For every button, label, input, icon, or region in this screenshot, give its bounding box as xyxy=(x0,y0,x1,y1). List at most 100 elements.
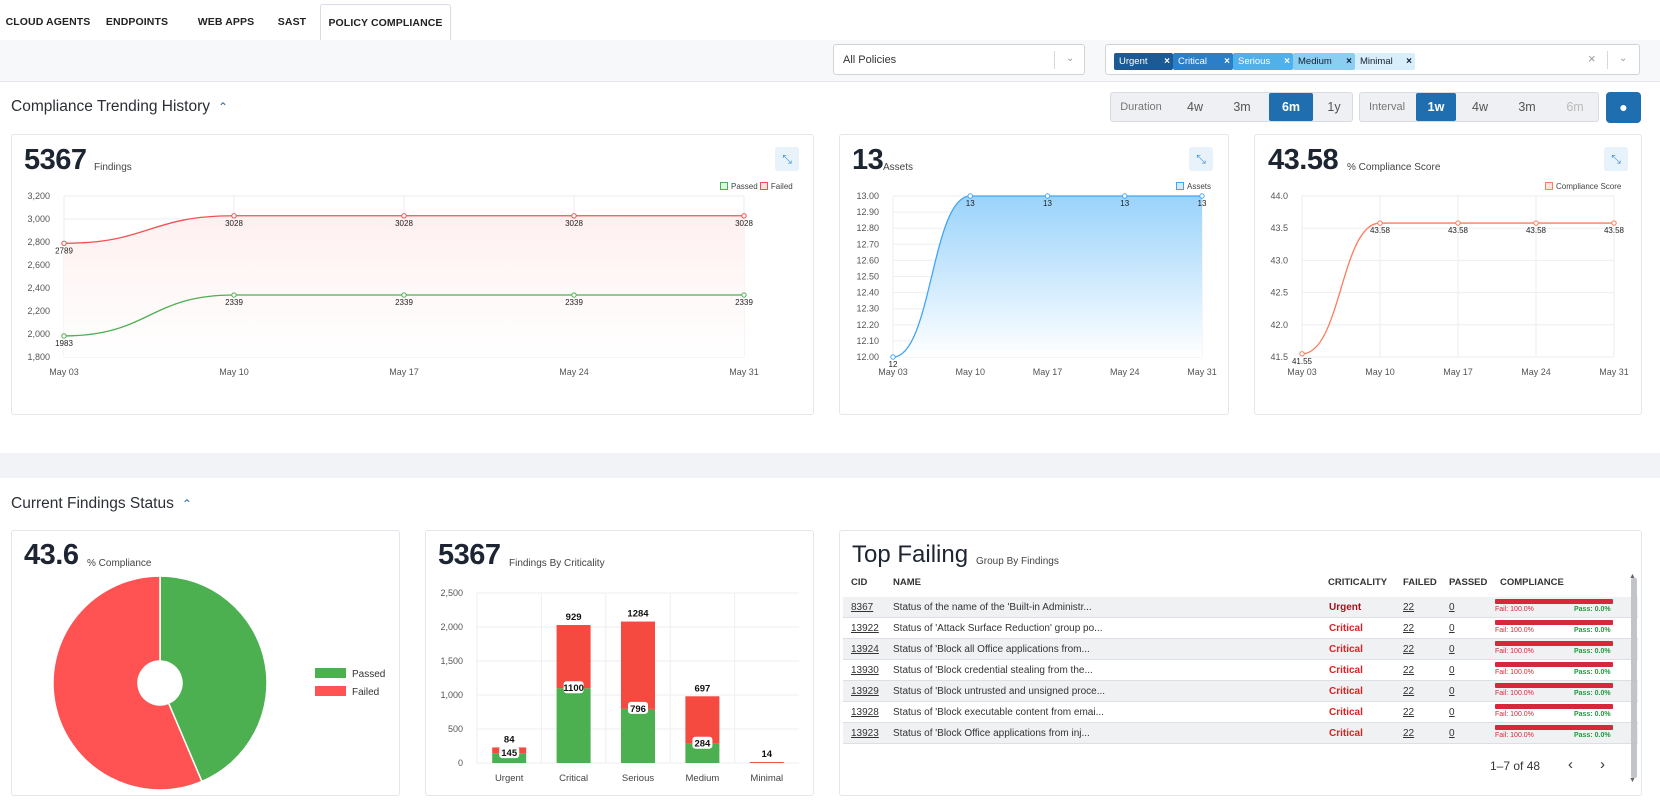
scrollbar[interactable] xyxy=(1631,578,1637,778)
row-failed[interactable]: 22 xyxy=(1403,707,1415,718)
scroll-down-icon[interactable]: ▼ xyxy=(1629,777,1636,784)
chevron-up-icon[interactable]: ⌃ xyxy=(181,497,192,511)
interval-6m[interactable]: 6m xyxy=(1566,100,1584,114)
row-criticality: Critical xyxy=(1329,623,1363,634)
col-criticality[interactable]: CRITICALITY xyxy=(1328,577,1388,588)
chip-label: Minimal xyxy=(1360,56,1393,67)
legend-swatch xyxy=(315,686,346,696)
tab-web-apps[interactable]: WEB APPS xyxy=(197,16,255,28)
duration-3m[interactable]: 3m xyxy=(1233,100,1251,114)
row-failed[interactable]: 22 xyxy=(1403,665,1415,676)
y-tick-label: 12.20 xyxy=(856,320,879,330)
hide-eye-icon[interactable]: ● xyxy=(1606,92,1641,123)
row-criticality: Critical xyxy=(1329,728,1363,739)
scroll-up-icon[interactable]: ▲ xyxy=(1629,573,1636,580)
score-legend: Compliance Score xyxy=(1545,182,1621,191)
col-failed[interactable]: FAILED xyxy=(1403,577,1437,588)
row-passed[interactable]: 0 xyxy=(1449,728,1455,739)
tab-sast[interactable]: SAST xyxy=(277,16,307,28)
chevron-down-icon[interactable]: ⌄ xyxy=(1066,53,1075,64)
row-failed[interactable]: 22 xyxy=(1403,728,1415,739)
table-row[interactable]: 13930 Status of 'Block credential stealin… xyxy=(843,660,1638,681)
data-label: 13 xyxy=(1120,199,1129,208)
interval-3m[interactable]: 3m xyxy=(1518,100,1536,114)
table-row[interactable]: 13929 Status of 'Block untrusted and unsi… xyxy=(843,681,1638,702)
row-fail-pct: Fail: 100.0% xyxy=(1495,648,1534,655)
section-title-current[interactable]: Current Findings Status ⌃ xyxy=(11,495,192,513)
row-name: Status of 'Block Office applications fro… xyxy=(893,728,1090,739)
data-label: 2339 xyxy=(565,298,583,307)
table-row[interactable]: 13924 Status of 'Block all Office applica… xyxy=(843,639,1638,660)
col-cid[interactable]: CID xyxy=(851,577,868,588)
next-page-icon[interactable]: › xyxy=(1600,756,1605,773)
criticality-multiselect[interactable]: Urgent × Critical × Serious × Medium × Minim… xyxy=(1105,44,1640,75)
duration-label: Duration xyxy=(1120,101,1162,113)
chevron-down-icon[interactable]: ⌄ xyxy=(1619,53,1628,64)
chip-remove-icon[interactable]: × xyxy=(1284,56,1290,67)
chevron-up-icon[interactable]: ⌃ xyxy=(218,100,229,114)
table-row[interactable]: 13923 Status of 'Block Office application… xyxy=(843,723,1638,744)
chip-remove-icon[interactable]: × xyxy=(1346,56,1352,67)
legend-failed: Failed xyxy=(352,687,380,698)
row-passed[interactable]: 0 xyxy=(1449,665,1455,676)
interval-1w[interactable]: 1w xyxy=(1416,93,1456,121)
duration-1y[interactable]: 1y xyxy=(1327,100,1341,114)
table-row[interactable]: 8367 Status of the name of the 'Built-in … xyxy=(843,597,1638,618)
y-tick-label: 12.50 xyxy=(856,272,879,282)
clear-all-icon[interactable]: × xyxy=(1588,51,1596,66)
table-row[interactable]: 13922 Status of 'Attack Surface Reduction… xyxy=(843,618,1638,639)
y-tick-label: 43.5 xyxy=(1270,223,1288,233)
col-name[interactable]: NAME xyxy=(893,577,921,588)
data-point xyxy=(401,292,407,298)
policy-select[interactable]: All Policies ⌄ xyxy=(833,44,1085,75)
row-cid[interactable]: 13922 xyxy=(851,623,879,634)
y-tick-label: 12.90 xyxy=(856,207,879,217)
y-tick-label: 0 xyxy=(458,758,463,768)
row-pass-pct: Pass: 0.0% xyxy=(1574,648,1611,655)
row-failed[interactable]: 22 xyxy=(1403,623,1415,634)
section-title-trending[interactable]: Compliance Trending History ⌃ xyxy=(11,98,228,116)
bar-failed xyxy=(556,625,591,689)
row-failed[interactable]: 22 xyxy=(1403,602,1415,613)
table-row[interactable]: 13928 Status of 'Block executable content… xyxy=(843,702,1638,723)
row-cid[interactable]: 13928 xyxy=(851,707,879,718)
tab-policy-compliance[interactable]: POLICY COMPLIANCE xyxy=(320,4,451,41)
row-failed[interactable]: 22 xyxy=(1403,644,1415,655)
col-passed[interactable]: PASSED xyxy=(1449,577,1488,588)
criticality-bar-card xyxy=(425,530,814,796)
chip-medium: Medium × xyxy=(1293,53,1355,70)
row-passed[interactable]: 0 xyxy=(1449,707,1455,718)
x-tick-label: May 24 xyxy=(559,367,589,377)
row-passed[interactable]: 0 xyxy=(1449,623,1455,634)
row-cid[interactable]: 13929 xyxy=(851,686,879,697)
row-cid[interactable]: 13924 xyxy=(851,644,879,655)
row-cid[interactable]: 8367 xyxy=(851,602,874,613)
chip-remove-icon[interactable]: × xyxy=(1224,56,1230,67)
tab-endpoints[interactable]: ENDPOINTS xyxy=(105,16,169,28)
duration-6m[interactable]: 6m xyxy=(1269,93,1313,121)
row-passed[interactable]: 0 xyxy=(1449,644,1455,655)
row-passed[interactable]: 0 xyxy=(1449,602,1455,613)
y-tick-label: 12.10 xyxy=(856,336,879,346)
tab-cloud-agents[interactable]: CLOUD AGENTS xyxy=(5,16,91,28)
bar-value-failed: 1284 xyxy=(627,609,649,620)
expand-icon[interactable]: ⤡ xyxy=(775,147,799,171)
interval-4w[interactable]: 4w xyxy=(1472,100,1488,114)
data-point xyxy=(61,333,67,339)
chip-remove-icon[interactable]: × xyxy=(1164,56,1170,67)
expand-icon[interactable]: ⤡ xyxy=(1189,147,1213,171)
duration-4w[interactable]: 4w xyxy=(1187,100,1203,114)
row-cid[interactable]: 13923 xyxy=(851,728,879,739)
chip-remove-icon[interactable]: × xyxy=(1406,56,1412,67)
row-cid[interactable]: 13930 xyxy=(851,665,879,676)
series-area-assets xyxy=(893,196,1202,357)
y-tick-label: 44.0 xyxy=(1270,191,1288,201)
data-point xyxy=(1611,220,1617,226)
data-label: 2339 xyxy=(735,298,753,307)
row-failed[interactable]: 22 xyxy=(1403,686,1415,697)
expand-icon[interactable]: ⤡ xyxy=(1604,147,1628,171)
prev-page-icon[interactable]: ‹ xyxy=(1568,756,1573,773)
col-compliance[interactable]: COMPLIANCE xyxy=(1500,577,1564,588)
row-passed[interactable]: 0 xyxy=(1449,686,1455,697)
y-tick-label: 2,000 xyxy=(440,622,463,632)
